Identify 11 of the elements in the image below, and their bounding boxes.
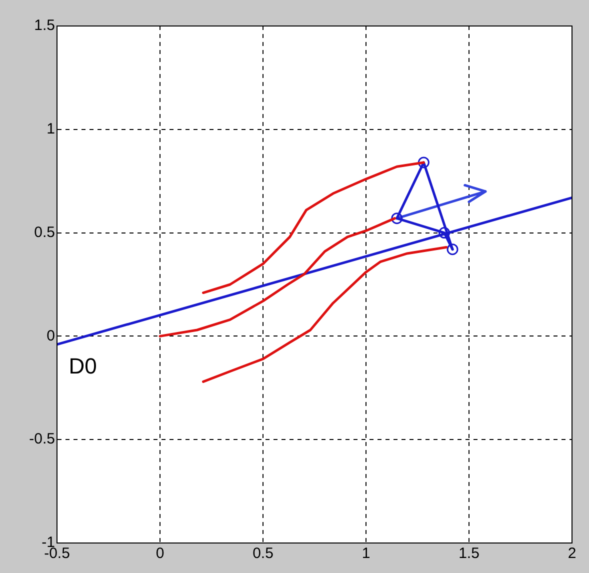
x-tick-label: 1 — [362, 545, 370, 562]
y-tick-label: 0 — [46, 327, 55, 344]
x-tick-label: 0.5 — [252, 545, 274, 562]
annotation: D0 — [68, 353, 97, 378]
y-tick-label: 1.5 — [34, 17, 55, 34]
x-tick-label: 2 — [568, 545, 576, 562]
x-tick-label: 1.5 — [458, 545, 480, 562]
y-tick-label: 1 — [46, 120, 55, 138]
y-tick-label: -0.5 — [29, 430, 55, 448]
x-tick-label: 0 — [156, 545, 164, 562]
y-tick-label: 0.5 — [34, 224, 55, 241]
